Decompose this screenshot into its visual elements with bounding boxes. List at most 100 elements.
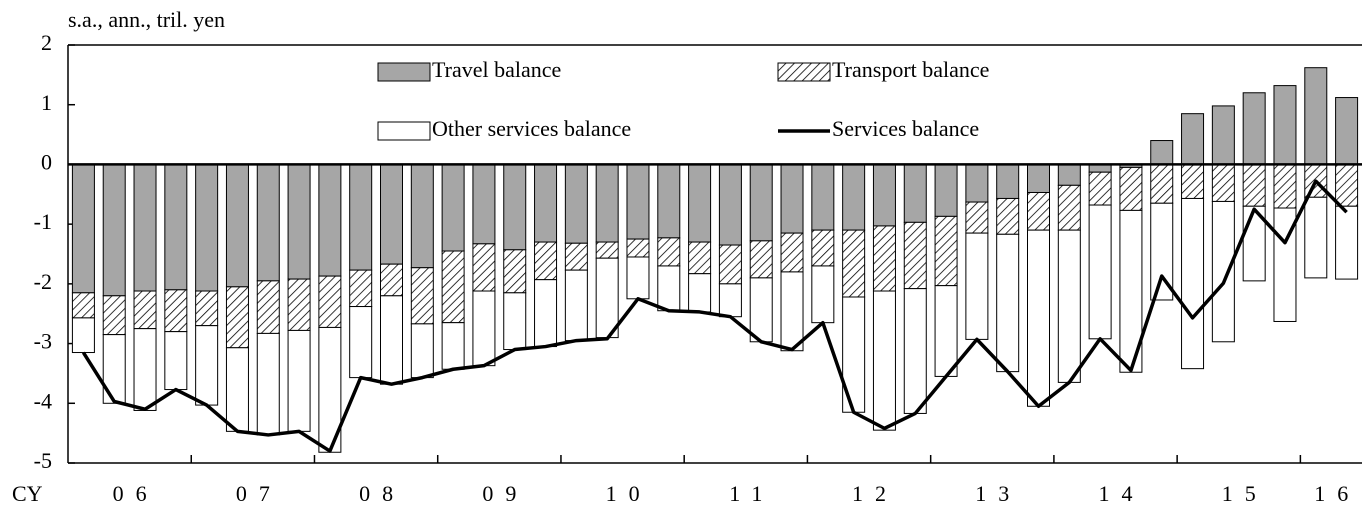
x-year-label: 09 — [482, 481, 528, 506]
bar-segment — [102, 295, 126, 336]
bar-segment — [718, 244, 742, 285]
bar-segment — [472, 290, 496, 367]
bar-segment — [595, 163, 619, 243]
bar-segment — [534, 163, 558, 243]
bar-segment — [225, 286, 249, 349]
bar-segment — [811, 265, 835, 324]
bar-segment — [688, 273, 712, 313]
y-tick-label: -1 — [34, 209, 52, 234]
y-tick-label: -4 — [34, 388, 52, 413]
bar-segment — [1181, 163, 1205, 199]
bar-segment — [903, 221, 927, 290]
bar-segment — [1211, 163, 1235, 202]
bar-segment — [780, 271, 804, 352]
bar-segment — [842, 163, 866, 231]
bar-segment — [934, 215, 958, 287]
bar-segment — [441, 322, 465, 370]
x-year-label: 08 — [359, 481, 405, 506]
bar-segment — [626, 256, 650, 300]
bar-segment — [287, 163, 311, 280]
legend-label: Other services balance — [432, 116, 631, 141]
bar-segment — [996, 163, 1020, 199]
bar-segment — [1119, 166, 1143, 211]
services-line — [81, 179, 1348, 453]
bar-segment — [225, 347, 249, 432]
legend-label: Transport balance — [832, 57, 989, 82]
bar-segment — [1027, 229, 1050, 407]
bar-segment — [195, 163, 219, 292]
bar-segment — [1335, 205, 1359, 280]
bar-segment — [472, 243, 496, 292]
legend-swatch — [777, 62, 831, 82]
bar-segment — [1181, 197, 1205, 370]
bar-segment — [996, 233, 1020, 373]
x-year-label: 10 — [606, 481, 652, 506]
bar-segment — [1211, 105, 1235, 165]
x-year-label: 12 — [852, 481, 898, 506]
bar-segment — [503, 249, 527, 294]
bar-segment — [133, 163, 157, 292]
bar-segment — [102, 163, 126, 297]
bar-segment — [595, 241, 619, 259]
bar-segment — [287, 329, 311, 432]
bar-segment — [441, 250, 465, 324]
bar-segment — [410, 267, 434, 325]
bar-segment — [1150, 140, 1174, 165]
bar-segment — [441, 163, 465, 252]
bar-segment — [595, 257, 619, 339]
bar-segment — [1211, 200, 1235, 343]
x-year-label: 16 — [1314, 481, 1360, 506]
legend-swatch — [377, 62, 431, 82]
bar-segment — [718, 283, 742, 318]
bar-segment — [811, 163, 835, 231]
bar-segment — [1181, 113, 1205, 165]
bar-segment — [256, 163, 280, 282]
bar-segment — [133, 290, 157, 330]
bar-segment — [256, 280, 280, 334]
bar-segment — [564, 242, 588, 271]
bar-segment — [503, 292, 527, 351]
bar-segment — [349, 306, 373, 379]
bar-segment — [1335, 97, 1359, 165]
bar-segment — [749, 277, 773, 343]
x-year-label: 06 — [113, 481, 159, 506]
bar-segment — [965, 163, 989, 203]
legend-label: Travel balance — [432, 57, 561, 82]
y-tick-label: -2 — [34, 269, 52, 294]
bar-segment — [1150, 163, 1174, 204]
y-tick-label: 2 — [41, 30, 52, 55]
bar-segment — [780, 232, 804, 273]
bar-segment — [472, 163, 496, 245]
bar-segment — [380, 163, 403, 265]
bar-segment — [164, 331, 188, 391]
bar-segment — [1027, 191, 1050, 231]
bar-segment — [410, 163, 434, 269]
x-year-label: 07 — [236, 481, 282, 506]
bar-segment — [133, 328, 157, 411]
bar-segment — [1119, 209, 1143, 373]
y-axis-label: s.a., ann., tril. yen — [68, 7, 225, 32]
bar-segment — [164, 289, 188, 333]
bar-segment — [1088, 171, 1112, 206]
bar-segment — [903, 163, 927, 223]
bar-segment — [934, 163, 958, 217]
bar-segment — [1027, 163, 1050, 193]
bar-segment — [811, 229, 835, 267]
bar-segment — [1242, 92, 1266, 165]
bar-segment — [965, 232, 989, 340]
bar-segment — [749, 240, 773, 279]
bar-segment — [657, 265, 681, 312]
bar-segment — [872, 225, 896, 292]
bar-segment — [657, 237, 681, 267]
bar-segment — [626, 163, 650, 240]
bar-segment — [1304, 196, 1328, 279]
bar-segment — [1304, 67, 1328, 165]
x-year-label: 11 — [729, 481, 774, 506]
bar-segment — [1057, 163, 1081, 186]
bar-segment — [564, 269, 588, 342]
bar-segment — [1088, 204, 1112, 340]
bar-segment — [1057, 229, 1081, 383]
bar-segment — [965, 201, 989, 234]
bar-segment — [71, 163, 95, 294]
